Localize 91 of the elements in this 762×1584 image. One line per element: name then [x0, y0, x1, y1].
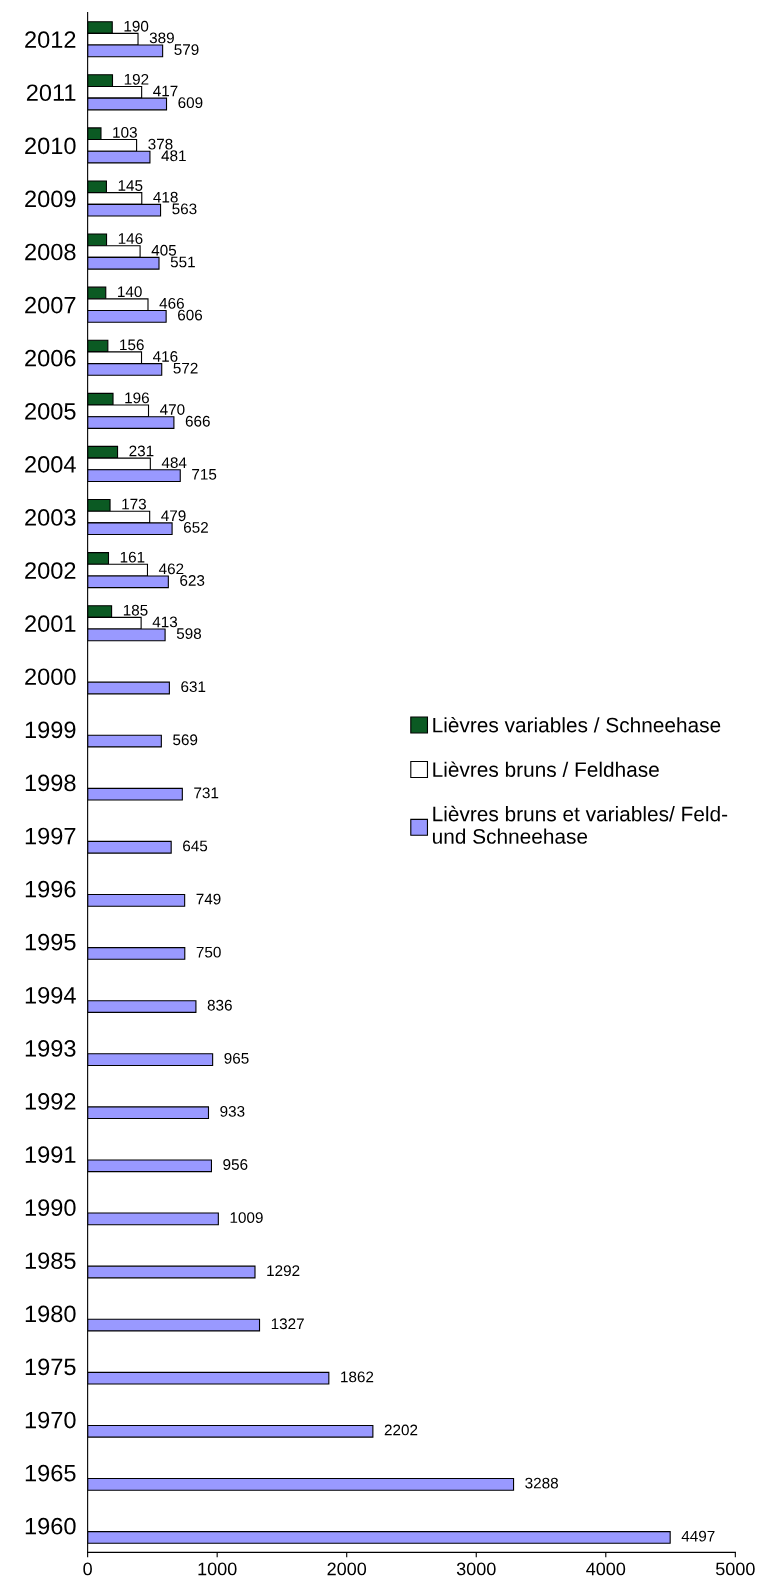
y-tick-label: 1960 [25, 1517, 76, 1535]
data-label: 1862 [341, 1371, 374, 1383]
data-label: 749 [196, 893, 221, 905]
data-label: 462 [158, 563, 184, 575]
data-label: 965 [224, 1052, 249, 1064]
data-label: 623 [180, 575, 205, 586]
data-label: 140 [118, 286, 142, 298]
y-tick-label: 1975 [25, 1358, 76, 1376]
data-label: 1327 [271, 1318, 304, 1330]
data-label: 405 [151, 244, 177, 256]
y-tick-label: 1994 [25, 986, 76, 1004]
data-label: 750 [196, 946, 221, 958]
data-label: 579 [174, 44, 199, 55]
y-tick-label: 2011 [26, 84, 76, 102]
data-label: 378 [148, 138, 173, 150]
data-label: 3288 [525, 1477, 558, 1489]
data-label: 1292 [267, 1265, 300, 1277]
data-label: 956 [223, 1159, 248, 1170]
data-label: 606 [178, 309, 203, 321]
y-tick-label: 1980 [25, 1305, 76, 1323]
data-label: 4497 [681, 1530, 715, 1542]
data-label: 156 [120, 339, 144, 351]
y-tick-label: 2004 [25, 456, 76, 473]
x-tick-label: 2000 [327, 1562, 367, 1576]
data-label: 416 [152, 351, 178, 362]
y-tick-label: 1996 [25, 880, 76, 898]
data-label: 598 [176, 628, 202, 639]
data-label: 479 [161, 510, 186, 522]
y-tick-label: 2003 [25, 509, 76, 526]
y-tick-label: 2008 [25, 243, 76, 261]
legend-label: Lièvres bruns et variables/ Feld- und Schneehase [432, 805, 728, 844]
y-tick-label: 1992 [25, 1093, 76, 1110]
y-tick-label: 2005 [25, 402, 76, 420]
y-tick-label: 2012 [25, 31, 76, 49]
data-label: 652 [183, 522, 208, 533]
y-tick-label: 1995 [25, 933, 76, 951]
data-label: 1009 [230, 1212, 263, 1224]
data-label: 185 [123, 604, 148, 616]
data-label: 645 [183, 840, 208, 852]
data-label: 481 [161, 150, 186, 162]
y-tick-label: 2006 [25, 349, 76, 367]
data-label: 146 [118, 233, 143, 244]
data-label: 609 [178, 97, 203, 109]
y-tick-label: 2002 [25, 562, 76, 579]
data-label: 731 [194, 787, 219, 799]
y-tick-label: 1998 [25, 774, 76, 792]
data-label: 417 [153, 85, 178, 97]
data-label: 231 [129, 445, 154, 457]
data-label: 933 [220, 1106, 245, 1117]
y-tick-label: 1999 [25, 721, 76, 739]
y-tick-label: 2000 [25, 668, 76, 686]
data-label: 470 [159, 404, 185, 415]
legend-label: Lièvres variables / Schneehase [433, 716, 721, 733]
data-label: 161 [120, 551, 145, 563]
y-tick-label: 1985 [25, 1252, 76, 1270]
data-label: 418 [153, 191, 178, 203]
data-label: 551 [170, 256, 195, 268]
x-tick-label: 4000 [586, 1562, 626, 1576]
data-label: 466 [159, 297, 184, 309]
y-tick-label: 2009 [25, 190, 76, 208]
data-label: 190 [124, 20, 149, 32]
data-label: 389 [149, 32, 174, 44]
y-tick-label: 1991 [25, 1146, 76, 1163]
data-label: 631 [181, 681, 206, 693]
data-label: 413 [152, 616, 178, 628]
data-label: 2202 [384, 1424, 418, 1436]
y-tick-label: 1993 [25, 1040, 76, 1057]
x-tick-label: 0 [83, 1562, 92, 1576]
data-label: 103 [113, 127, 137, 138]
y-tick-label: 1990 [25, 1199, 76, 1217]
x-tick-label: 3000 [456, 1562, 496, 1576]
data-label: 715 [192, 469, 217, 480]
data-label: 572 [173, 362, 198, 374]
data-label: 836 [207, 999, 232, 1011]
data-label: 196 [125, 392, 149, 404]
data-label: 173 [122, 498, 146, 510]
x-tick-label: 1000 [198, 1562, 237, 1576]
y-tick-label: 1965 [25, 1464, 76, 1482]
y-tick-label: 1997 [25, 827, 76, 845]
y-tick-label: 1970 [25, 1411, 76, 1429]
data-label: 666 [185, 415, 210, 427]
x-tick-label: 5000 [715, 1562, 755, 1576]
data-label: 484 [161, 457, 187, 469]
y-tick-label: 2001 [25, 615, 76, 633]
data-label: 145 [118, 180, 143, 191]
legend-label: Lièvres bruns / Feldhase [433, 761, 659, 777]
y-tick-label: 2010 [25, 137, 76, 155]
data-label: 569 [173, 734, 198, 746]
data-label: 563 [172, 203, 197, 215]
y-tick-label: 2007 [25, 296, 76, 314]
data-label: 192 [124, 73, 149, 85]
